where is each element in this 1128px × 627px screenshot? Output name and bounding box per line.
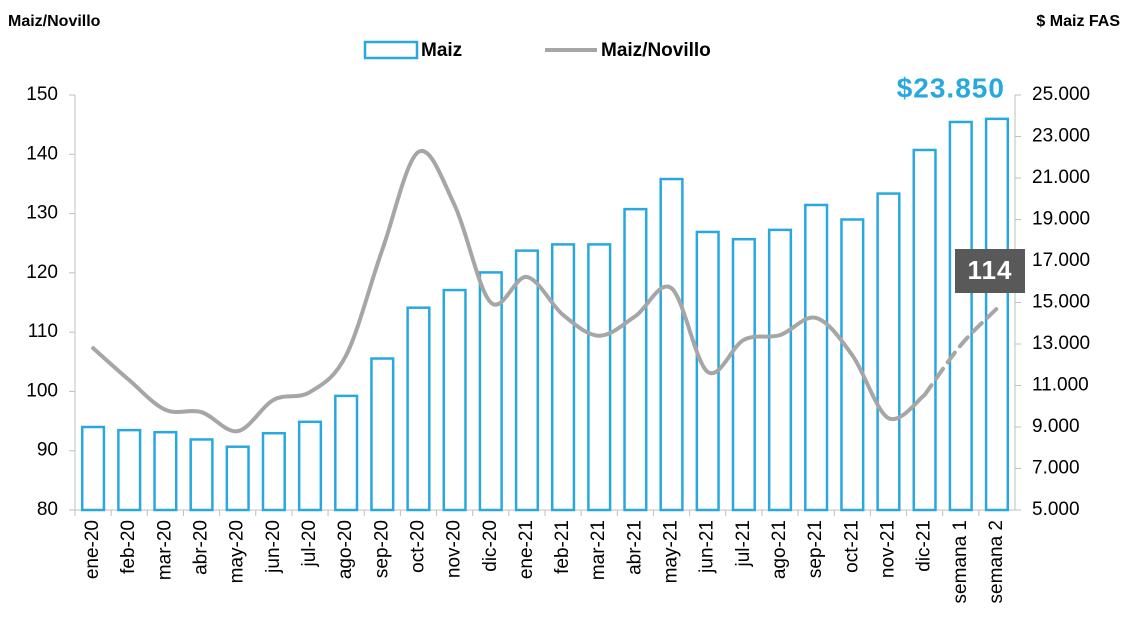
y2-axis-title: $ Maiz FAS xyxy=(1036,13,1120,30)
y2-tick-label: 25.000 xyxy=(1032,84,1090,105)
bar xyxy=(80,425,106,512)
y-tick-label: 130 xyxy=(26,203,58,224)
bar xyxy=(948,120,973,512)
legend-swatch xyxy=(363,40,419,60)
y2-tick-label: 13.000 xyxy=(1032,333,1090,354)
x-tick-label: abr-21 xyxy=(624,520,645,575)
y2-tick-label: 11.000 xyxy=(1032,375,1089,396)
bar xyxy=(297,420,323,512)
bar xyxy=(406,306,431,512)
bar xyxy=(514,249,540,512)
x-tick-label: may-21 xyxy=(661,520,682,583)
y-tick-label: 110 xyxy=(28,321,58,342)
x-tick-label: dic-20 xyxy=(480,520,501,572)
x-tick-label: sep-20 xyxy=(371,520,392,578)
x-tick-label: mar-21 xyxy=(588,520,609,580)
annotation-box xyxy=(955,249,1025,293)
x-tick-label: jul-21 xyxy=(733,520,754,567)
y-tick-label: 80 xyxy=(37,499,58,520)
x-tick-label: feb-21 xyxy=(552,520,573,574)
bar xyxy=(550,243,576,512)
y2-tick-label: 19.000 xyxy=(1032,209,1090,230)
x-tick-label: ago-20 xyxy=(335,520,356,579)
bar xyxy=(261,431,286,512)
bar xyxy=(912,148,937,512)
x-tick-label: nov-20 xyxy=(444,520,465,578)
y-axis-title: Maiz/Novillo xyxy=(8,13,101,30)
bar xyxy=(767,228,793,512)
y2-tick-label: 9.000 xyxy=(1032,416,1080,437)
y-tick-label: 140 xyxy=(26,143,58,164)
bar xyxy=(731,237,756,512)
annotation: 114 xyxy=(968,255,1013,285)
x-tick-label: mar-20 xyxy=(154,520,175,580)
bar xyxy=(334,394,359,512)
x-tick-label: feb-20 xyxy=(118,520,139,574)
y-tick-label: 100 xyxy=(26,380,58,401)
bar xyxy=(659,177,684,512)
y2-tick-label: 5.000 xyxy=(1032,499,1080,520)
y2-tick-label: 17.000 xyxy=(1032,250,1090,271)
line xyxy=(922,306,999,397)
annotation: $23.850 xyxy=(897,72,1005,103)
bar xyxy=(189,438,214,512)
bar xyxy=(587,243,612,512)
bar xyxy=(984,117,1010,512)
x-tick-label: jun-20 xyxy=(263,520,284,574)
x-tick-label: ene-21 xyxy=(516,520,537,579)
line xyxy=(91,148,927,434)
x-tick-label: ago-21 xyxy=(769,520,790,579)
x-tick-label: jul-20 xyxy=(299,520,320,567)
bar xyxy=(225,445,250,512)
y-tick-label: 90 xyxy=(37,440,58,461)
x-tick-label: may-20 xyxy=(227,520,248,583)
x-tick-label: oct-20 xyxy=(407,520,428,573)
x-tick-label: ene-20 xyxy=(82,520,103,579)
y-tick-label: 120 xyxy=(26,262,58,283)
bar xyxy=(370,357,395,512)
x-tick-label: abr-20 xyxy=(191,520,212,575)
y2-tick-label: 23.000 xyxy=(1032,126,1090,147)
bar xyxy=(442,288,467,512)
y2-tick-label: 21.000 xyxy=(1032,167,1090,188)
x-tick-label: nov-21 xyxy=(877,520,898,578)
bar xyxy=(478,271,503,512)
bar xyxy=(876,192,901,512)
bar xyxy=(153,430,178,512)
y2-tick-label: 7.000 xyxy=(1032,458,1080,479)
x-tick-label: oct-21 xyxy=(841,520,862,573)
x-tick-label: sep-21 xyxy=(805,520,826,578)
x-tick-label: jun-21 xyxy=(697,520,718,574)
legend-label: Maiz/Novillo xyxy=(601,40,711,61)
legend-label: Maiz xyxy=(421,40,462,61)
bar xyxy=(840,218,865,512)
bar xyxy=(804,203,829,512)
y2-tick-label: 15.000 xyxy=(1032,292,1090,313)
x-tick-label: semana 1 xyxy=(950,520,971,603)
y-tick-label: 150 xyxy=(26,84,58,105)
x-tick-label: dic-21 xyxy=(914,520,935,572)
bar xyxy=(623,207,648,512)
x-tick-label: semana 2 xyxy=(986,520,1007,603)
bar xyxy=(117,428,142,512)
